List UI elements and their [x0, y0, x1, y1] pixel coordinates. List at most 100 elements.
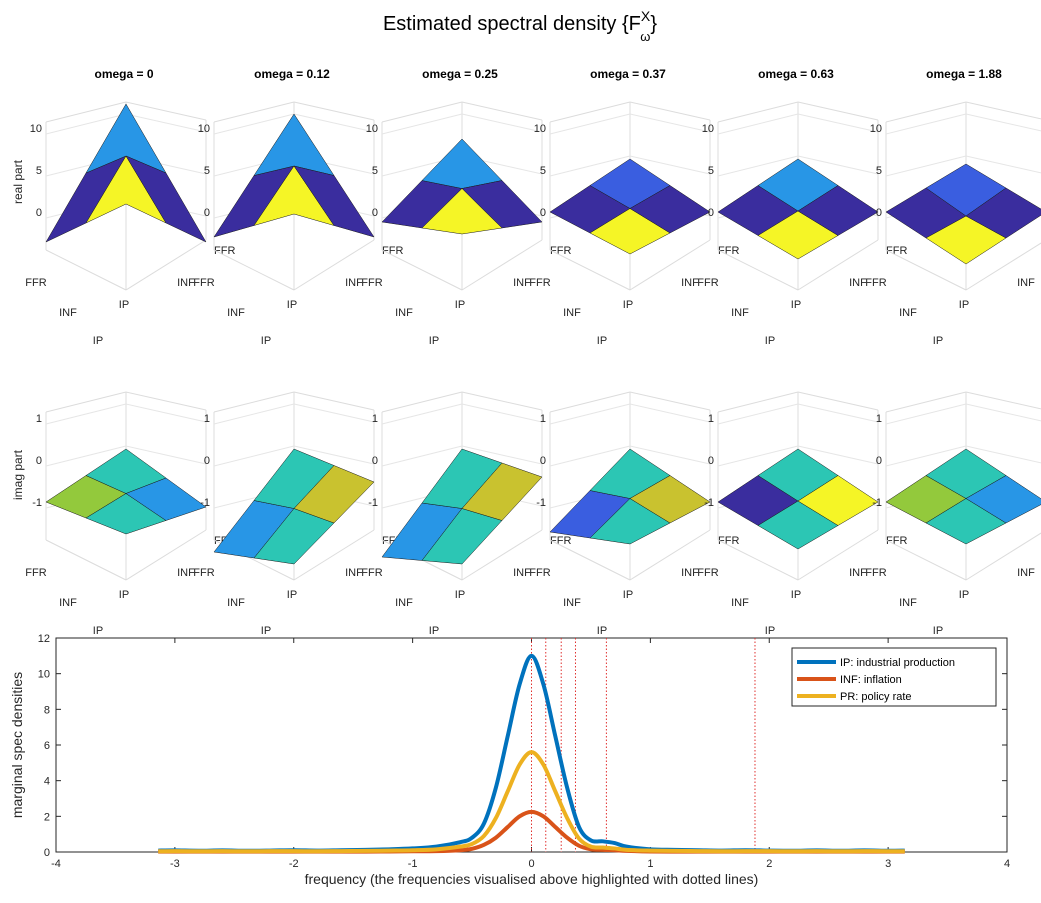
grid-line: [717, 113, 799, 135]
axis-label-ffr: FFR: [865, 567, 886, 579]
x-tick-label: -3: [170, 858, 180, 870]
grid-line: [965, 113, 1041, 132]
grid-line: [45, 113, 127, 135]
axis-label-ffr: FFR: [25, 277, 46, 289]
grid-line: [45, 445, 127, 467]
grid-line: [125, 239, 207, 291]
surface-patch: [629, 185, 711, 234]
grid-line: [629, 239, 711, 291]
grid-line: [965, 391, 1041, 410]
z-tick-label: 0: [540, 455, 546, 467]
axis-label-ip: IP: [623, 589, 633, 601]
axis-label-ip: IP: [455, 589, 465, 601]
grid-line: [885, 113, 967, 135]
grid-line: [549, 249, 631, 291]
grid-line: [293, 239, 375, 291]
axis-label-ffr: FFR: [25, 567, 46, 579]
grid-line: [549, 113, 631, 135]
grid-line: [797, 155, 879, 175]
axis-label-inf: INF: [849, 277, 867, 289]
z-tick-label: 1: [372, 413, 378, 425]
z-tick-label: 10: [366, 123, 378, 135]
axis-label-inf: INF: [345, 277, 363, 289]
grid-line: [461, 113, 543, 133]
grid-line: [797, 529, 879, 581]
grid-line: [629, 445, 711, 465]
grid-line: [461, 529, 543, 581]
grid-line: [629, 529, 711, 581]
grid-line: [965, 155, 1041, 174]
axis-label-inf: INF: [681, 567, 699, 579]
grid-line: [45, 403, 127, 425]
axis-label-ffr: FFR: [193, 567, 214, 579]
z-tick-label: 0: [204, 207, 210, 219]
series-line: [158, 750, 905, 854]
grid-line: [381, 445, 463, 467]
grid-line: [381, 113, 463, 135]
grid-line: [293, 391, 375, 411]
axis-label-ffr: FFR: [550, 245, 571, 257]
grid-line: [885, 155, 967, 177]
grid-line: [797, 101, 879, 121]
axis-label-inf: INF: [177, 567, 195, 579]
axis-label-inf: INF: [1017, 277, 1035, 289]
figure-title: Estimated spectral density {FX ω}: [383, 8, 657, 44]
grid-line: [213, 249, 295, 291]
axis-label-ffr: FFR: [382, 245, 403, 257]
grid-line: [965, 445, 1041, 464]
axis-label-ffr: FFR: [718, 535, 739, 547]
grid-line: [45, 101, 127, 123]
z-tick-label: 1: [36, 413, 42, 425]
panel-title: omega = 0.63: [758, 67, 834, 81]
grid-line: [461, 101, 543, 121]
grid-line: [45, 249, 127, 291]
surface-patch: [421, 138, 503, 189]
grid-line: [293, 529, 375, 581]
axis-label-inf: INF: [227, 597, 245, 609]
grid-line: [717, 249, 799, 291]
surface-patch: [629, 475, 711, 524]
axis-label-inf: INF: [1017, 567, 1035, 579]
z-tick-label: 5: [204, 165, 210, 177]
figure-title-sup: X: [641, 8, 651, 24]
axis-label-ffr: FFR: [193, 277, 214, 289]
panel-title: omega = 0.12: [254, 67, 330, 81]
grid-line: [213, 391, 295, 413]
surface-patch: [797, 475, 879, 526]
x-tick-label: 2: [766, 858, 772, 870]
grid-line: [293, 403, 375, 423]
grid-line: [717, 391, 799, 413]
axis-label-inf: INF: [395, 597, 413, 609]
x-axis-label: frequency (the frequencies visualised ab…: [305, 871, 759, 887]
x-tick-label: 4: [1004, 858, 1010, 870]
y-tick-label: 6: [44, 740, 50, 752]
y-axis-label: marginal spec densities: [9, 672, 25, 818]
grid-line: [381, 391, 463, 413]
grid-line: [797, 113, 879, 133]
axis-label-ip: IP: [119, 589, 129, 601]
x-tick-label: 0: [528, 858, 534, 870]
z-tick-label: 1: [204, 413, 210, 425]
axis-label-inf: INF: [681, 277, 699, 289]
legend-entry: PR: policy rate: [840, 691, 912, 703]
grid-line: [797, 391, 879, 411]
axis-label-ip: IP: [765, 335, 775, 347]
grid-line: [965, 242, 1041, 291]
z-tick-label: 10: [702, 123, 714, 135]
grid-line: [549, 155, 631, 177]
z-tick-label: 5: [876, 165, 882, 177]
grid-line: [461, 403, 543, 423]
axis-label-ip: IP: [623, 299, 633, 311]
z-tick-label: 0: [36, 207, 42, 219]
surface-patch: [965, 475, 1041, 524]
grid-line: [125, 391, 207, 411]
grid-line: [965, 101, 1041, 120]
axis-label-ip: IP: [765, 625, 775, 637]
grid-line: [797, 445, 879, 465]
grid-line: [125, 113, 207, 133]
